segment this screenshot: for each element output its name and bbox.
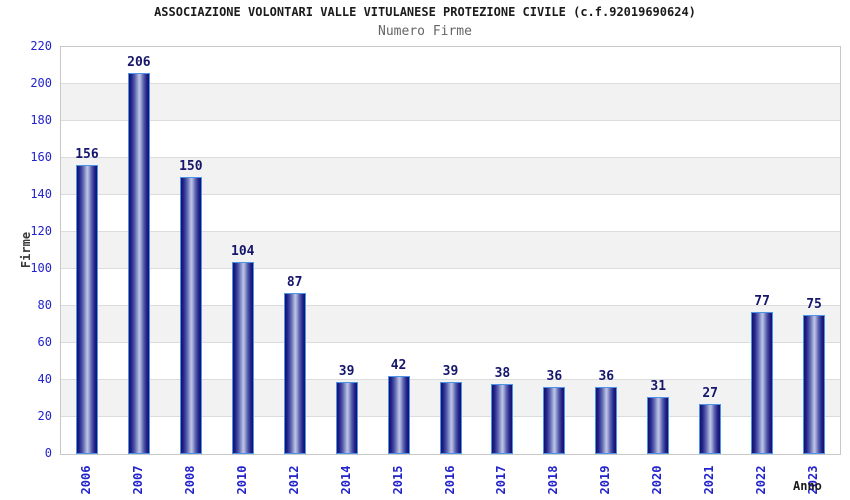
bar (647, 396, 670, 454)
x-tick-label: 2010 (234, 465, 249, 495)
grid-band (61, 121, 840, 158)
bar-value-label: 75 (806, 297, 822, 313)
bar (75, 165, 98, 454)
x-tick-label: 2016 (442, 465, 457, 495)
y-tick-label: 140 (30, 187, 52, 201)
y-axis-title: Firme (19, 231, 33, 269)
bar (231, 261, 254, 454)
y-tick-label: 180 (30, 113, 52, 127)
bar (335, 381, 358, 454)
bar-value-label: 150 (179, 158, 203, 174)
grid-band (61, 306, 840, 343)
grid-band (61, 47, 840, 84)
grid-band (61, 195, 840, 232)
x-tick-label: 2007 (130, 465, 145, 495)
y-tick-label: 80 (37, 298, 52, 312)
x-tick-label: 2021 (702, 465, 717, 495)
gridline (61, 231, 840, 232)
gridline (61, 194, 840, 195)
plot-area: 156 206 150 104 87 39 42 39 38 36 36 31 27 77 75 (60, 46, 841, 455)
bar (491, 383, 514, 454)
bar-value-label: 27 (702, 386, 718, 402)
gridline (61, 379, 840, 380)
y-tick-label: 120 (30, 224, 52, 238)
x-tick-label: 2022 (754, 465, 769, 495)
gridline (61, 83, 840, 84)
bar (283, 293, 306, 454)
x-tick-label: 2008 (182, 465, 197, 495)
gridline (61, 268, 840, 269)
y-tick-label: 0 (44, 446, 52, 460)
bar-value-label: 206 (127, 54, 151, 70)
bar (387, 376, 410, 454)
bar-value-label: 38 (494, 365, 511, 381)
bar (751, 311, 774, 454)
bar-value-label: 36 (598, 369, 615, 385)
gridline (61, 157, 840, 158)
bar-value-label: 36 (546, 369, 563, 385)
gridline (61, 342, 840, 343)
grid-band (61, 232, 840, 269)
gridline (61, 305, 840, 306)
bar (803, 315, 826, 454)
x-tick-label: 2015 (390, 465, 405, 495)
y-tick-label: 20 (37, 409, 52, 423)
y-tick-label: 100 (30, 261, 52, 275)
x-tick-label: 2006 (78, 465, 93, 495)
bar-value-label: 39 (442, 363, 459, 379)
bar (179, 176, 202, 454)
bar-value-label: 39 (338, 363, 355, 379)
x-tick-label: 2018 (546, 465, 561, 495)
bar-value-label: 87 (286, 275, 303, 291)
x-tick-label: 2014 (338, 465, 353, 495)
y-tick-label: 220 (30, 39, 52, 53)
grid-band (61, 269, 840, 306)
chart-title: ASSOCIAZIONE VOLONTARI VALLE VITULANESE … (154, 5, 696, 19)
x-tick-label: 2012 (286, 465, 301, 495)
x-tick-label: 2020 (650, 465, 665, 495)
y-tick-label: 160 (30, 150, 52, 164)
bar-value-label: 77 (754, 293, 770, 309)
chart-subtitle: Numero Firme (378, 24, 472, 39)
x-axis-title: Anno (793, 479, 822, 493)
bar-value-label: 104 (231, 243, 255, 259)
bar-value-label: 156 (75, 147, 99, 163)
y-tick-label: 60 (37, 335, 52, 349)
bar-value-label: 31 (650, 378, 667, 394)
x-tick-label: 2019 (598, 465, 613, 495)
bar (595, 387, 618, 454)
y-tick-label: 200 (30, 76, 52, 90)
bar (127, 72, 150, 454)
bar-value-label: 42 (390, 358, 407, 374)
x-tick-label: 2017 (494, 465, 509, 495)
bar (699, 404, 722, 454)
bar (439, 381, 462, 454)
gridline (61, 120, 840, 121)
y-tick-label: 40 (37, 372, 52, 386)
grid-band (61, 84, 840, 121)
bar (543, 387, 566, 454)
